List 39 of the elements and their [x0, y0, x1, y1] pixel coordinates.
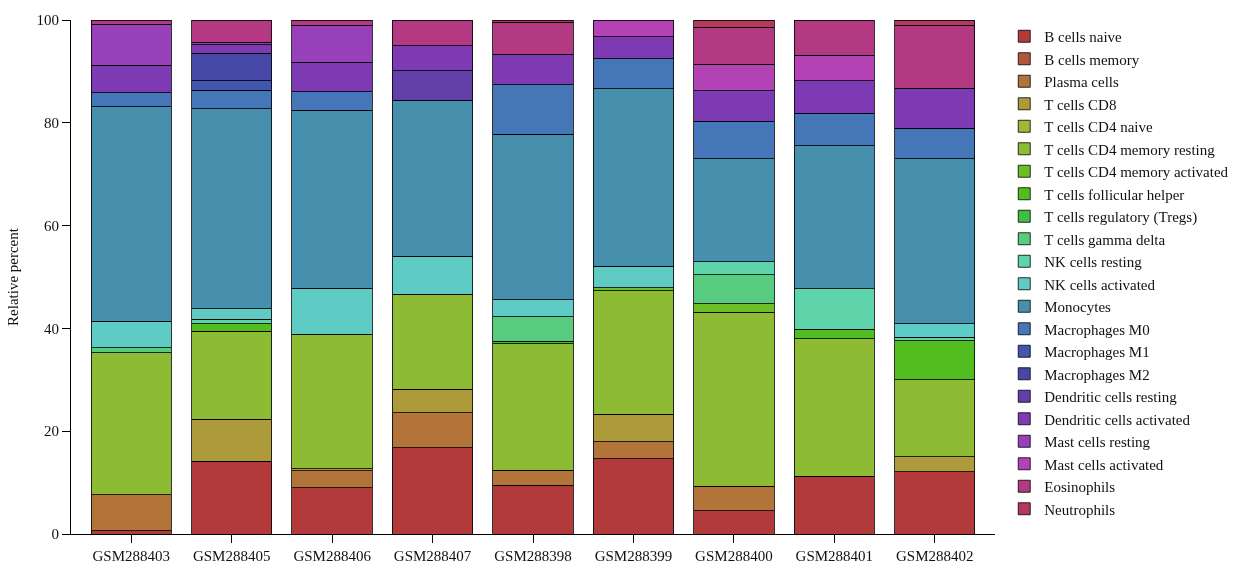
x-tick-label: GSM288399 [594, 548, 673, 564]
legend-label: Mast cells activated [1044, 456, 1164, 473]
y-tick-label: 20 [44, 423, 59, 440]
x-tick-label: GSM288400 [695, 548, 773, 564]
legend-label: Eosinophils [1044, 479, 1116, 496]
legend-label: NK cells activated [1044, 276, 1156, 293]
legend-label: Dendritic cells activated [1044, 411, 1191, 428]
x-tick-label: GSM288402 [895, 548, 974, 564]
x-tick-label: GSM288407 [393, 548, 472, 564]
legend-label: T cells CD4 memory resting [1044, 141, 1216, 158]
legend-label: Macrophages M1 [1044, 344, 1150, 361]
legend-label: B cells memory [1044, 51, 1140, 68]
legend-label: Neutrophils [1044, 501, 1116, 518]
x-tick-label: GSM288401 [795, 548, 874, 564]
legend-label: T cells regulatory (Tregs) [1044, 209, 1198, 227]
y-tick-label: 40 [44, 320, 59, 337]
y-tick-label: 60 [44, 217, 59, 234]
y-tick-label: 80 [44, 115, 59, 132]
x-tick-label: GSM288405 [192, 548, 271, 564]
legend-label: T cells follicular helper [1044, 186, 1185, 203]
y-tick-label: 100 [36, 12, 59, 29]
legend-label: Dendritic cells resting [1044, 389, 1178, 406]
legend-label: T cells CD8 [1044, 96, 1117, 113]
legend-label: T cells CD4 naive [1044, 119, 1154, 136]
y-axis-title: Relative percent [4, 227, 21, 326]
y-tick-label: 0 [51, 526, 59, 543]
bar [191, 20, 273, 43]
legend-label: NK cells resting [1044, 254, 1143, 271]
x-tick-label: GSM288398 [494, 548, 572, 564]
legend-label: B cells naive [1044, 29, 1123, 46]
legend-label: Mast cells resting [1044, 434, 1151, 451]
x-tick-label: GSM288403 [92, 548, 171, 564]
legend-label: Plasma cells [1044, 74, 1119, 91]
legend-label: Macrophages M2 [1044, 366, 1150, 383]
x-tick-label: GSM288406 [293, 548, 372, 564]
legend-label: Macrophages M0 [1044, 321, 1150, 338]
legend-label: Monocytes [1044, 299, 1112, 316]
legend-label: T cells gamma delta [1044, 231, 1166, 248]
legend-label: T cells CD4 memory activated [1044, 164, 1229, 181]
